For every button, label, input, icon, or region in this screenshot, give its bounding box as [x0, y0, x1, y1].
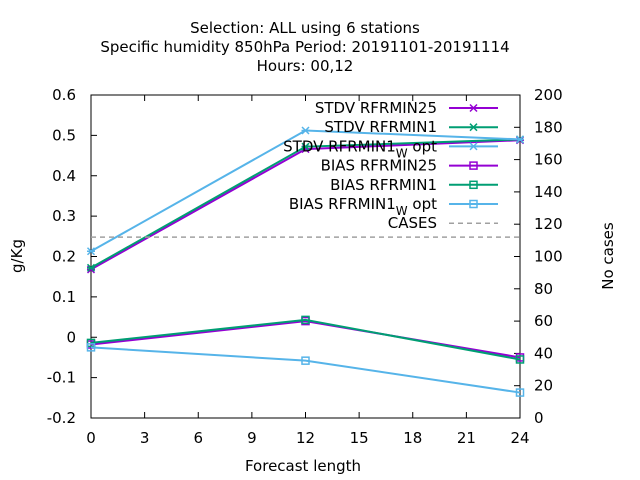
y-tick-label: 0.3	[52, 207, 76, 225]
title-line: Specific humidity 850hPa Period: 2019110…	[100, 38, 509, 56]
y-axis-label: g/Kg	[8, 239, 26, 273]
data-point	[301, 315, 310, 325]
y-tick-label: 0.1	[52, 288, 76, 306]
x-tick-label: 15	[350, 429, 369, 447]
x-tick-label: 12	[296, 429, 315, 447]
series-line	[90, 318, 521, 361]
axes: 0 3 6 9 12 15 18 21 24 -0.2 -0.1 0 0.1 0.2 0.3 0.4 0.5 0.…	[47, 86, 563, 447]
data-point	[301, 142, 310, 151]
y2-tick-label: 180	[534, 118, 563, 136]
series-line	[90, 346, 521, 394]
legend-item: STDV RFRMIN1	[324, 118, 498, 136]
x-tick-label: 6	[193, 429, 203, 447]
legend-marker	[469, 103, 478, 113]
y2-tick-label: 100	[534, 248, 563, 266]
chart-title: Selection: ALL using 6 stationsSpecific …	[100, 19, 509, 75]
x-tick-label: 24	[510, 429, 529, 447]
legend-label: CASES	[388, 214, 437, 232]
y2-tick-label: 60	[534, 312, 553, 330]
y-tick-label: 0.4	[52, 167, 76, 185]
x-tick-label: 0	[86, 429, 96, 447]
data-point	[86, 338, 96, 348]
y2-tick-label: 0	[534, 409, 544, 427]
y2-axis-label: No cases	[599, 222, 617, 290]
legend-item: STDV RFRMIN25	[315, 99, 498, 117]
data-point	[86, 343, 96, 352]
data-point	[301, 356, 310, 365]
data-point	[515, 355, 525, 364]
legend-item: CASES	[388, 214, 498, 232]
y2-tick-label: 80	[534, 280, 553, 298]
data-point	[86, 263, 96, 272]
x-tick-label: 18	[403, 429, 422, 447]
x-tick-label: 21	[457, 429, 476, 447]
data-point	[515, 388, 525, 397]
legend-marker	[469, 142, 478, 151]
series-bias-rfrmin1-w-opt	[86, 343, 525, 397]
legend-label: BIAS RFRMIN1	[330, 176, 437, 194]
legend-label: STDV RFRMIN25	[315, 99, 437, 117]
data-point	[86, 247, 96, 256]
y-tick-label: -0.1	[47, 369, 76, 387]
legend-marker	[469, 161, 478, 170]
y-tick-label: 0.2	[52, 248, 76, 266]
y-tick-label: 0	[66, 328, 76, 346]
data-point	[515, 135, 525, 144]
y2-tick-label: 120	[534, 215, 563, 233]
title-line: Hours: 00,12	[257, 57, 354, 75]
series-layer	[86, 126, 525, 397]
x-tick-label: 3	[140, 429, 150, 447]
series-bias-rfrmin1	[86, 315, 525, 364]
legend-label: STDV RFRMIN1	[324, 118, 437, 136]
series-stdv-rfrmin1-w-opt	[86, 126, 525, 256]
legend-item: BIAS RFRMIN1	[330, 176, 498, 194]
legend-marker	[469, 180, 478, 190]
data-point	[301, 126, 310, 135]
y2-tick-label: 200	[534, 86, 563, 104]
y-tick-label: -0.2	[47, 409, 76, 427]
y2-tick-label: 40	[534, 344, 553, 362]
y2-tick-label: 20	[534, 377, 553, 395]
legend-marker	[469, 199, 478, 209]
x-axis-label: Forecast length	[245, 457, 361, 475]
y-tick-label: 0.6	[52, 86, 76, 104]
legend-marker	[469, 123, 478, 132]
x-tick-label: 9	[247, 429, 257, 447]
y2-tick-label: 140	[534, 183, 563, 201]
y-tick-label: 0.5	[52, 126, 76, 144]
legend-item: BIAS RFRMIN25	[321, 157, 498, 175]
title-line: Selection: ALL using 6 stations	[190, 19, 420, 37]
legend-label: BIAS RFRMIN25	[321, 157, 437, 175]
y2-tick-label: 160	[534, 151, 563, 169]
